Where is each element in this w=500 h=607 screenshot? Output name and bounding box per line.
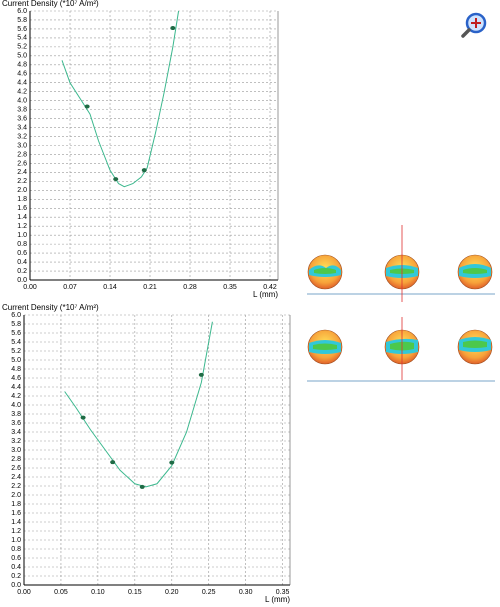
x-tick-label: 0.30 bbox=[239, 589, 253, 596]
y-tick-label: 2.4 bbox=[11, 474, 21, 481]
y-tick-label: 3.0 bbox=[11, 447, 21, 454]
y-tick-label: 0.8 bbox=[11, 546, 21, 553]
y-tick-label: 0.0 bbox=[11, 582, 21, 589]
y-tick-label: 0.6 bbox=[17, 250, 27, 257]
x-tick-label: 0.15 bbox=[128, 589, 142, 596]
data-point bbox=[169, 460, 175, 465]
y-tick-label: 5.6 bbox=[11, 330, 21, 337]
y-tick-label: 4.6 bbox=[11, 375, 21, 382]
y-tick-label: 3.2 bbox=[11, 438, 21, 445]
y-tick-label: 2.4 bbox=[17, 169, 27, 176]
y-tick-label: 3.4 bbox=[11, 429, 21, 436]
data-point bbox=[170, 26, 176, 31]
y-tick-label: 4.6 bbox=[17, 71, 27, 78]
x-tick-label: 0.10 bbox=[91, 589, 105, 596]
y-tick-label: 4.0 bbox=[17, 98, 27, 105]
y-tick-label: 2.2 bbox=[11, 483, 21, 490]
y-tick-label: 3.0 bbox=[17, 142, 27, 149]
y-tick-label: 0.0 bbox=[17, 277, 27, 284]
y-tick-label: 2.8 bbox=[17, 151, 27, 158]
y-tick-label: 1.4 bbox=[17, 214, 27, 221]
y-tick-label: 2.6 bbox=[11, 465, 21, 472]
fit-curve bbox=[61, 10, 180, 188]
y-tick-label: 3.8 bbox=[11, 411, 21, 418]
data-point bbox=[84, 104, 90, 109]
x-tick-label: 0.25 bbox=[202, 589, 216, 596]
y-tick-label: 3.6 bbox=[11, 420, 21, 427]
x-tick-label: 0.00 bbox=[17, 589, 31, 596]
chart-title: Current Density (*10⁷ A/m²) bbox=[2, 0, 99, 8]
y-tick-label: 4.2 bbox=[17, 89, 27, 96]
y-tick-label: 2.2 bbox=[17, 178, 27, 185]
thumbnail-panel bbox=[307, 225, 495, 382]
y-tick-label: 1.8 bbox=[11, 501, 21, 508]
y-tick-label: 4.4 bbox=[11, 384, 21, 391]
y-tick-label: 5.4 bbox=[11, 339, 21, 346]
y-tick-label: 1.4 bbox=[11, 519, 21, 526]
x-tick-label: 0.14 bbox=[103, 284, 117, 291]
x-axis-label: L (mm) bbox=[265, 595, 290, 604]
y-tick-label: 0.6 bbox=[11, 555, 21, 562]
x-tick-label: 0.35 bbox=[223, 284, 237, 291]
y-tick-label: 0.4 bbox=[11, 564, 21, 571]
y-tick-label: 4.8 bbox=[11, 366, 21, 373]
y-tick-label: 1.8 bbox=[17, 196, 27, 203]
y-tick-label: 1.2 bbox=[11, 528, 21, 535]
y-tick-label: 3.4 bbox=[17, 124, 27, 131]
y-tick-label: 1.0 bbox=[11, 537, 21, 544]
y-tick-label: 5.2 bbox=[11, 348, 21, 355]
y-tick-label: 5.8 bbox=[17, 17, 27, 24]
data-point bbox=[80, 415, 86, 420]
y-tick-label: 1.6 bbox=[17, 205, 27, 212]
y-tick-label: 2.0 bbox=[17, 187, 27, 194]
thumbnail-row bbox=[307, 317, 495, 382]
y-tick-label: 3.6 bbox=[17, 115, 27, 122]
y-tick-label: 5.0 bbox=[17, 53, 27, 60]
y-tick-label: 0.2 bbox=[11, 573, 21, 580]
y-tick-label: 1.2 bbox=[17, 223, 27, 230]
y-tick-label: 3.8 bbox=[17, 106, 27, 113]
x-tick-label: 0.00 bbox=[23, 284, 37, 291]
x-tick-label: 0.35 bbox=[276, 589, 290, 596]
y-tick-label: 5.8 bbox=[11, 321, 21, 328]
x-tick-label: 0.20 bbox=[165, 589, 179, 596]
thumbnail-row bbox=[307, 225, 495, 302]
data-point bbox=[139, 484, 145, 489]
x-tick-label: 0.28 bbox=[183, 284, 197, 291]
y-tick-label: 6.0 bbox=[17, 8, 27, 15]
y-tick-label: 4.0 bbox=[11, 402, 21, 409]
y-tick-label: 1.6 bbox=[11, 510, 21, 517]
y-tick-label: 2.6 bbox=[17, 160, 27, 167]
data-point bbox=[198, 372, 204, 377]
y-tick-label: 1.0 bbox=[17, 232, 27, 239]
y-tick-label: 2.0 bbox=[11, 492, 21, 499]
x-tick-label: 0.05 bbox=[54, 589, 68, 596]
y-tick-label: 0.8 bbox=[17, 241, 27, 248]
x-tick-label: 0.42 bbox=[263, 284, 277, 291]
y-tick-label: 4.2 bbox=[11, 393, 21, 400]
x-tick-label: 0.07 bbox=[63, 284, 77, 291]
x-axis-label: L (mm) bbox=[253, 290, 278, 299]
y-tick-label: 5.0 bbox=[11, 357, 21, 364]
y-tick-label: 6.0 bbox=[11, 312, 21, 319]
y-tick-label: 5.4 bbox=[17, 35, 27, 42]
y-tick-label: 5.6 bbox=[17, 26, 27, 33]
y-tick-label: 2.8 bbox=[11, 456, 21, 463]
y-tick-label: 3.2 bbox=[17, 133, 27, 140]
y-tick-label: 4.4 bbox=[17, 80, 27, 87]
y-tick-label: 4.8 bbox=[17, 62, 27, 69]
zoom-button[interactable] bbox=[461, 12, 487, 38]
chart-title: Current Density (*10⁷ A/m²) bbox=[2, 303, 99, 312]
y-tick-label: 0.2 bbox=[17, 268, 27, 275]
y-tick-label: 0.4 bbox=[17, 259, 27, 266]
data-point bbox=[141, 168, 147, 173]
y-tick-label: 5.2 bbox=[17, 44, 27, 51]
x-tick-label: 0.21 bbox=[143, 284, 157, 291]
data-point bbox=[113, 177, 119, 182]
fit-curve bbox=[64, 321, 213, 488]
data-point bbox=[110, 460, 116, 465]
